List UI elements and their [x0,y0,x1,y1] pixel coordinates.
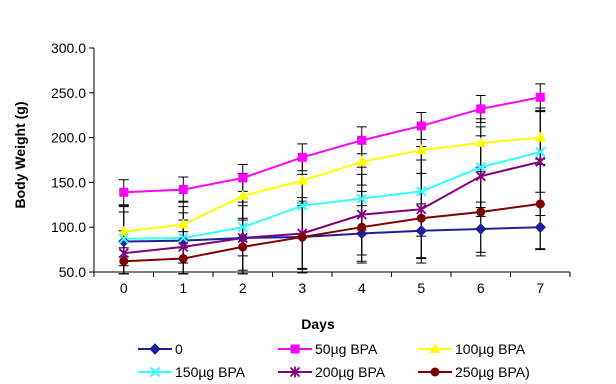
x-tick-label: 2 [239,280,247,296]
legend-label: 150µg BPA [175,364,246,380]
series-markers [118,92,546,266]
y-tick-label: 100.0 [51,219,86,235]
legend-label: 250µg BPA) [455,364,530,380]
data-point [534,131,546,142]
y-axis-label: Body Weight (g) [12,101,28,208]
data-point [297,232,307,242]
data-point [237,189,249,200]
data-point [296,174,308,185]
x-axis-label: Days [301,316,335,332]
data-point [118,233,129,245]
data-point [119,256,129,266]
tick-labels: 50.0 100.0 150.0 200.0 250.0 300.0 0 1 2 3 4 5 6 7 [51,40,544,296]
data-point [416,213,426,223]
y-tick-label: 200.0 [51,130,86,146]
legend-marker [149,366,161,378]
data-point [177,218,189,229]
data-point [475,161,486,173]
data-point [475,223,487,235]
data-point [476,104,486,114]
data-point [178,254,188,264]
data-point [237,221,248,233]
x-tick-label: 3 [298,280,306,296]
data-point [416,203,427,215]
legend-label: 100µg BPA [455,341,526,357]
y-tick-label: 300.0 [51,40,86,56]
x-tick-label: 7 [536,280,544,296]
data-point [357,135,367,145]
legend-marker [429,343,441,353]
data-point [535,156,546,168]
series-line [123,226,541,243]
series-line [123,150,541,240]
data-point [475,170,486,182]
chart-legend: 0 50µg BPA 100µg BPA 150µg BPA 200µg BPA 250µ… [138,341,530,380]
data-point [237,232,248,244]
y-tick-label: 150.0 [51,174,86,190]
data-point [356,155,368,166]
data-point [119,187,129,197]
data-point [118,235,130,248]
data-point [356,209,367,221]
series-line [123,96,541,194]
legend-marker [290,344,300,354]
x-tick-label: 1 [179,280,187,296]
data-point [297,152,307,162]
x-tick-label: 4 [358,280,366,296]
data-point [475,136,487,147]
x-tick-label: 6 [477,280,485,296]
legend-label: 50µg BPA [315,341,378,357]
data-point [415,144,427,155]
data-point [416,121,426,131]
x-tick-label: 0 [120,280,128,296]
x-tick-label: 5 [417,280,425,296]
series-line [123,202,541,263]
data-point [356,227,368,240]
data-point [297,200,308,211]
legend-marker [149,343,161,355]
data-point [534,221,546,233]
y-tick-label: 50.0 [59,264,86,280]
data-point [535,146,546,158]
data-point [178,241,189,253]
data-point [356,193,367,204]
series-line [123,136,541,233]
series-line [123,160,541,255]
data-point [178,232,189,244]
legend-marker [289,366,301,378]
data-point [416,186,427,197]
legend-marker [430,367,440,377]
data-point [118,225,130,236]
data-point [415,225,427,237]
chart-axes [89,47,571,277]
y-tick-label: 250.0 [51,85,86,101]
legend-label: 0 [175,341,183,357]
data-point [357,222,367,232]
data-point [535,92,545,102]
data-point [238,173,248,183]
legend-label: 200µg BPA [315,364,386,380]
data-point [238,242,248,252]
data-point [476,207,486,217]
data-point [535,199,545,209]
data-point [178,185,188,195]
series-lines [123,96,541,263]
